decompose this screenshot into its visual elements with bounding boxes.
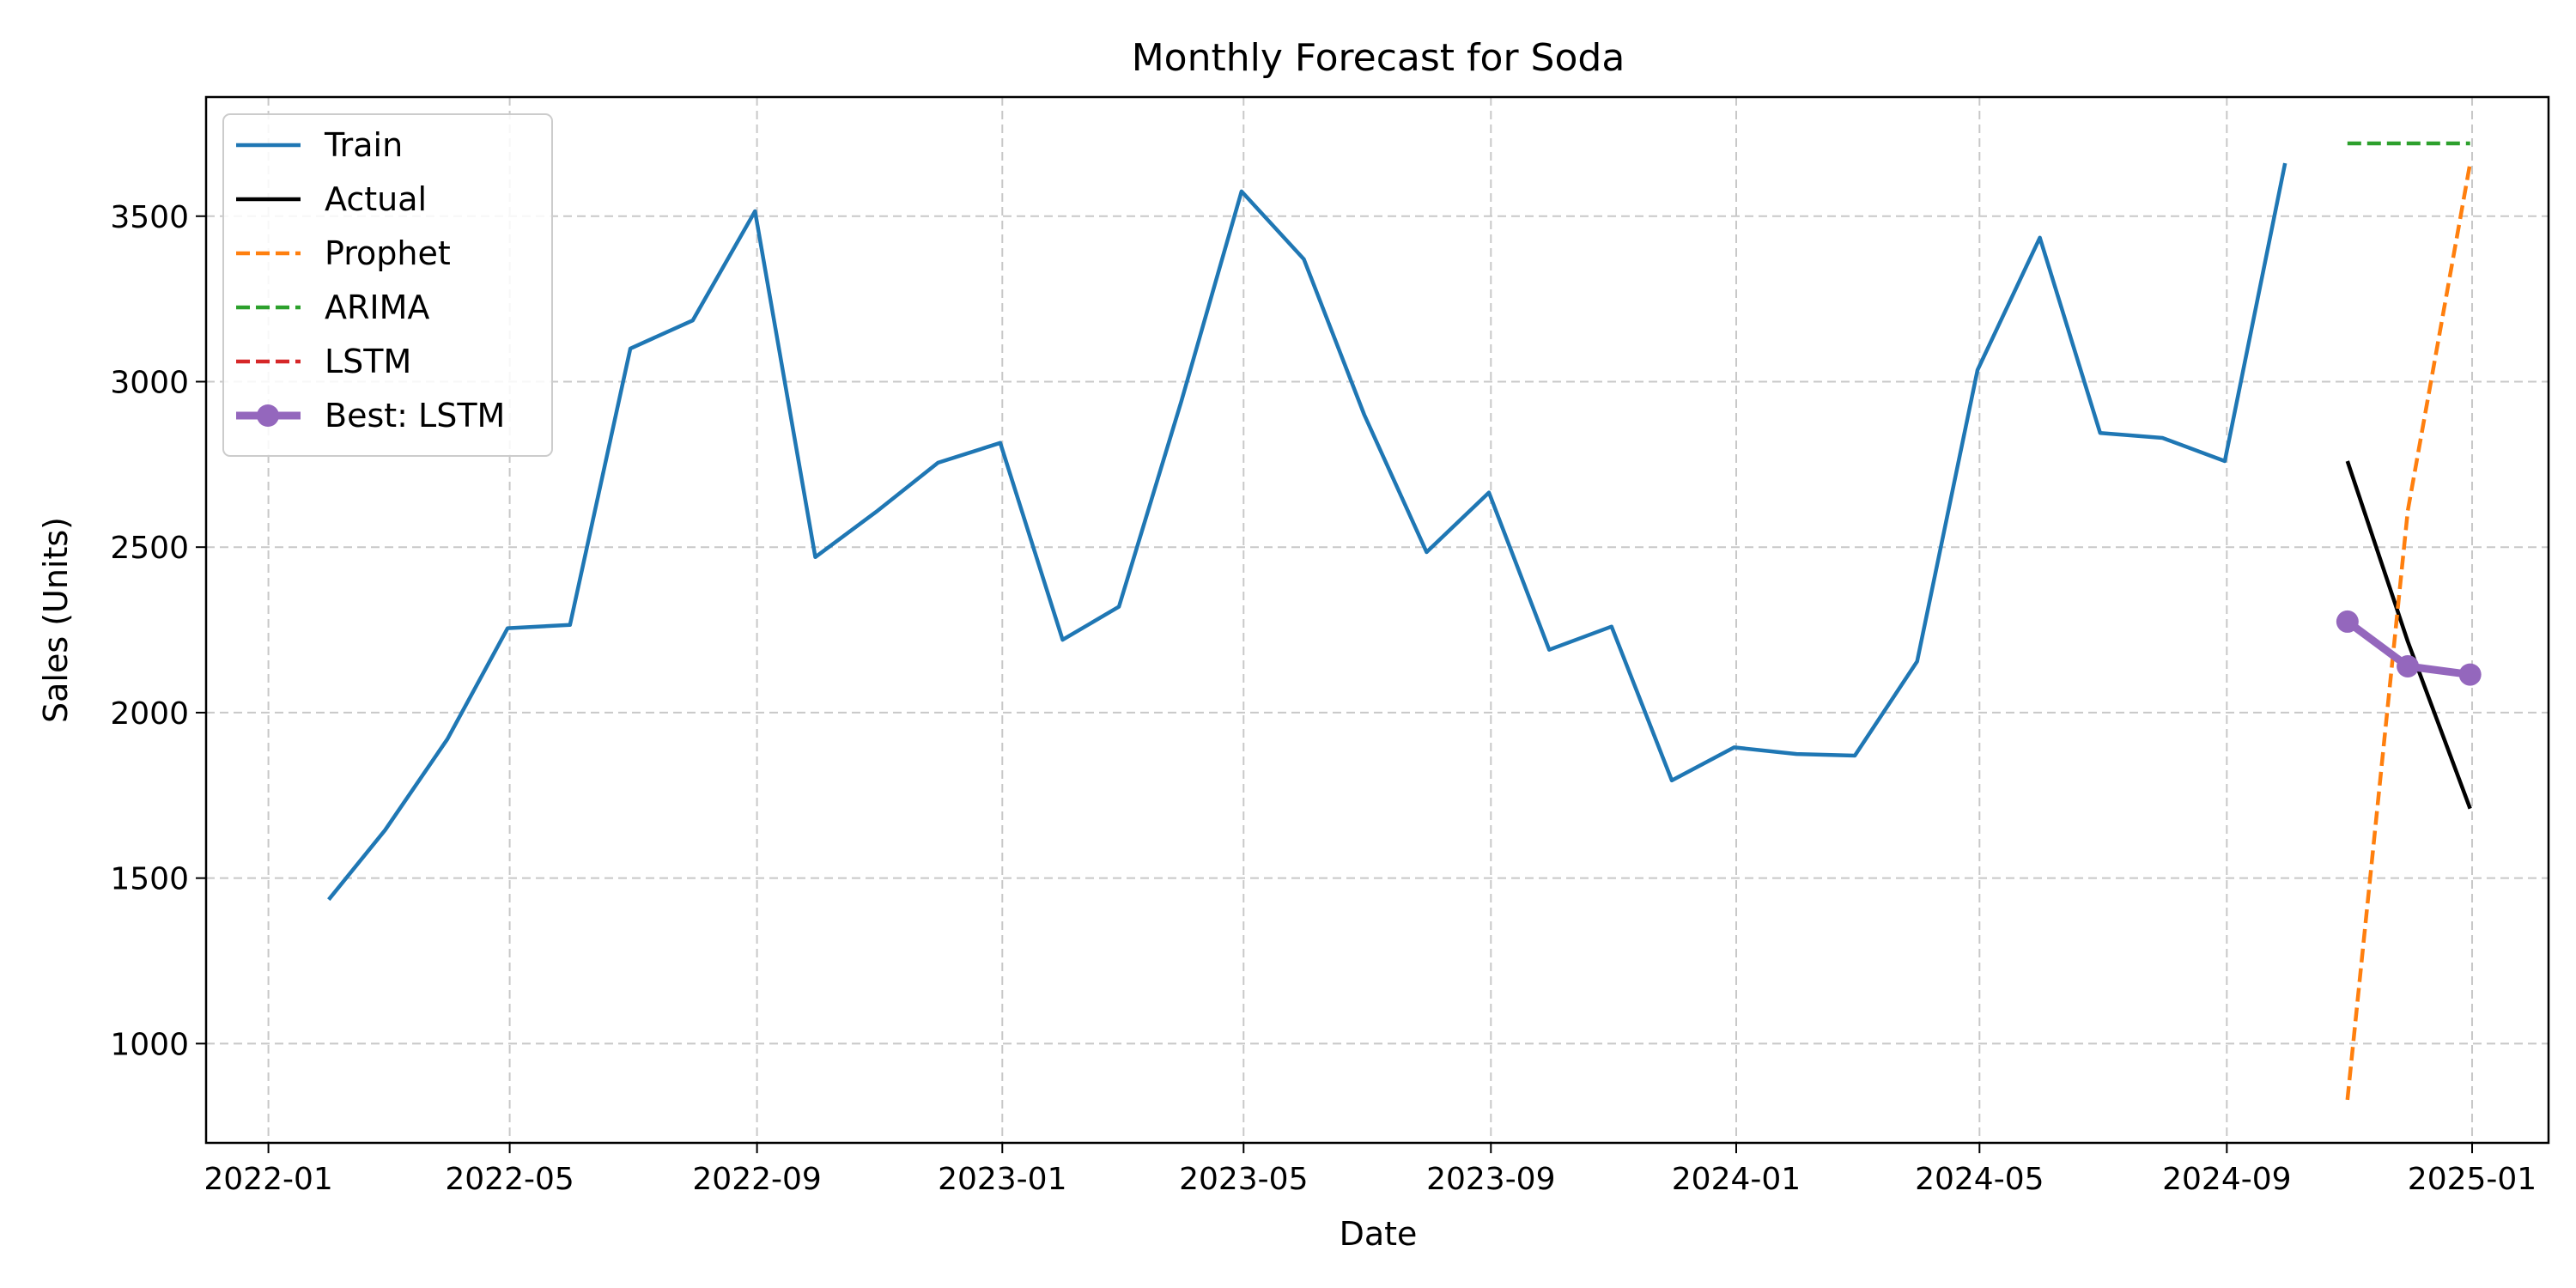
legend-box [222,113,553,457]
series-point-best-lstm [2336,610,2359,633]
legend-label-train: Train [324,126,403,164]
x-tick-label: 2024-05 [1915,1162,2044,1197]
series-point-best-lstm [2458,663,2482,686]
x-tick-label: 2022-09 [692,1162,821,1197]
axis-ticks: 2022-01 2022-05 2022-09 2023-01 2023-05 2023-… [110,200,2537,1197]
y-axis-label: Sales (Units) [37,517,75,723]
legend-label-arima: ARIMA [325,289,429,326]
series-group [327,141,2482,1101]
chart-title: Monthly Forecast for Soda [1132,36,1625,80]
legend: Train Actual Prophet ARIMA LSTM Best: LSTM [222,113,553,457]
legend-label-best-lstm: Best: LSTM [325,397,505,434]
x-axis-label: Date [1340,1215,1418,1253]
series-line-train [327,162,2287,902]
x-tick-label: 2023-01 [938,1162,1066,1197]
plot-frame [204,95,2550,1145]
series-point-best-lstm [2397,654,2420,677]
legend-label-lstm: LSTM [325,343,411,380]
x-tick-label: 2025-01 [2408,1162,2537,1197]
grid-lines [206,97,2549,1143]
legend-label-actual: Actual [325,180,427,218]
x-tick-label: 2024-01 [1672,1162,1801,1197]
x-tick-label: 2023-05 [1179,1162,1308,1197]
x-tick-label: 2024-09 [2162,1162,2291,1197]
y-tick-label: 1500 [110,862,189,897]
y-tick-label: 3000 [110,365,189,400]
y-tick-label: 3500 [110,200,189,235]
y-tick-label: 2500 [110,531,189,566]
legend-marker [257,404,279,427]
y-tick-label: 2000 [110,696,189,732]
x-tick-label: 2022-01 [204,1162,332,1197]
series-line-actual [2345,460,2472,810]
y-tick-label: 1000 [110,1027,189,1062]
legend-label-prophet: Prophet [325,234,451,272]
x-tick-label: 2022-05 [445,1162,574,1197]
x-tick-label: 2023-09 [1426,1162,1555,1197]
